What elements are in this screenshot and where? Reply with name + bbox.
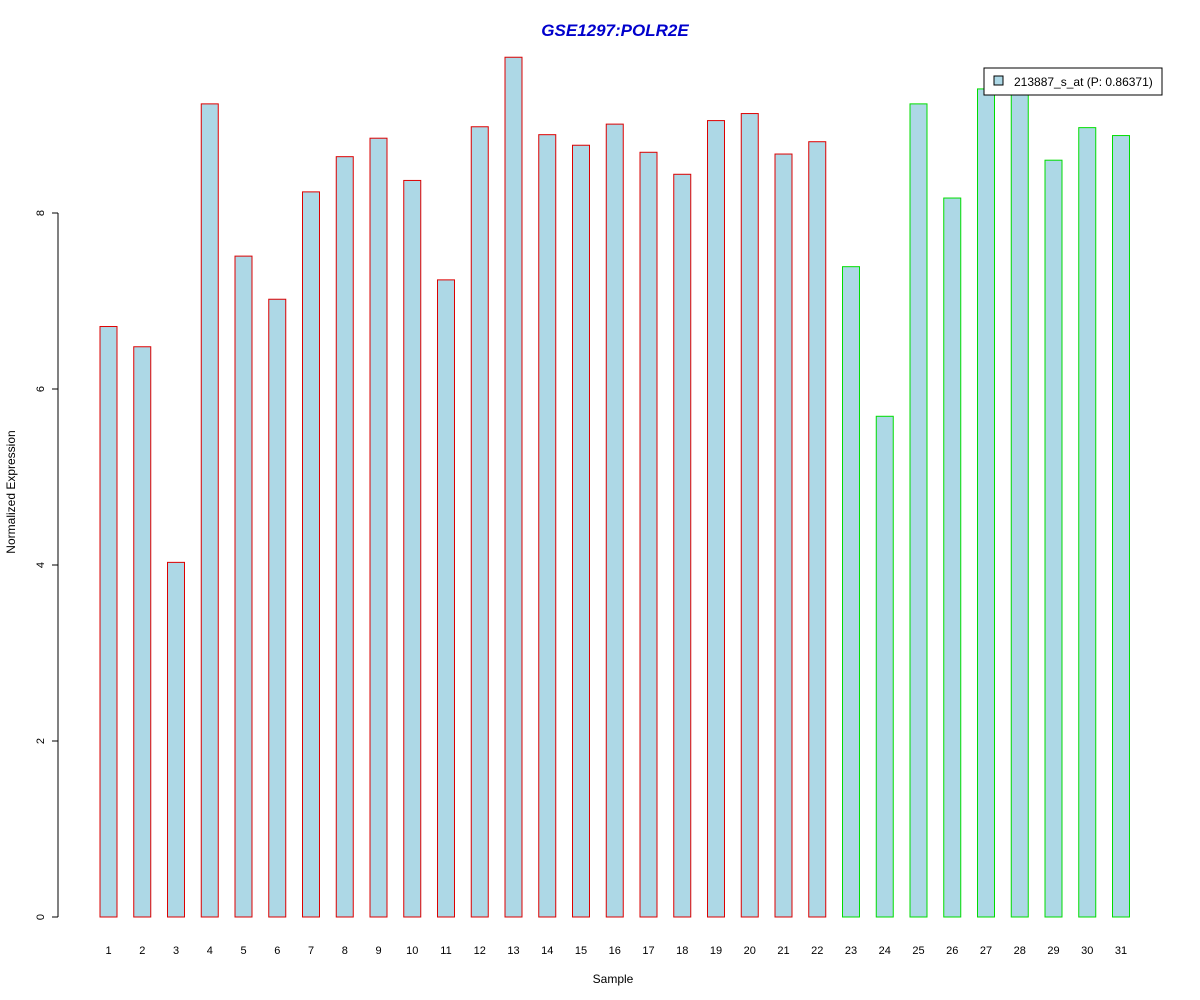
bar-sample-30 [1078,127,1097,918]
bar-sample-18 [673,173,692,918]
x-tick-label: 28 [1014,945,1026,957]
x-tick-label: 26 [946,945,958,957]
bar-sample-26 [943,197,962,918]
legend-box [983,67,1163,96]
x-tick-label: 16 [609,945,621,957]
x-tick-label: 24 [879,945,891,957]
bar-sample-22 [808,141,827,918]
x-tick-label: 29 [1047,945,1059,957]
bar-sample-16 [605,123,624,918]
x-tick-label: 20 [744,945,756,957]
legend-label: 213887_s_at (P: 0.86371) [1014,75,1153,89]
y-axis-label: Normalized Expression [4,430,18,553]
y-tick-label: 6 [35,386,47,392]
bar-sample-20 [740,113,759,918]
y-tick-label: 0 [35,914,47,920]
x-tick-label: 21 [777,945,789,957]
x-tick-label: 5 [240,945,246,957]
bar-sample-14 [538,134,557,918]
bar-sample-31 [1112,135,1130,918]
x-tick-label: 11 [440,945,451,957]
x-tick-label: 3 [173,945,179,957]
x-tick-label: 30 [1081,945,1093,957]
x-tick-label: 23 [845,945,857,957]
bar-sample-11 [437,279,455,918]
legend: 213887_s_at (P: 0.86371) [983,67,1163,96]
x-tick-label: 12 [474,945,486,957]
bar-sample-8 [335,156,354,918]
chart-title: GSE1297:POLR2E [541,21,689,40]
bar-sample-4 [200,103,219,918]
x-tick-label: 8 [342,945,348,957]
bar-sample-27 [977,88,995,918]
bar-sample-5 [234,255,253,918]
bar-sample-9 [369,137,388,918]
bar-sample-25 [909,103,928,918]
x-tick-label: 25 [912,945,924,957]
bar-sample-17 [639,151,658,918]
x-tick-label: 14 [541,945,553,957]
y-tick-label: 2 [35,738,47,744]
bars-group [99,56,1130,918]
bar-sample-21 [774,153,793,918]
x-tick-label: 13 [507,945,519,957]
bar-sample-10 [403,179,422,918]
x-tick-label: 1 [105,945,111,957]
bar-sample-6 [268,298,287,918]
bar-sample-23 [842,266,860,918]
legend-swatch [993,75,1004,86]
x-tick-label: 18 [676,945,688,957]
x-tick-label: 10 [406,945,418,957]
y-tick-label: 8 [35,210,47,216]
x-tick-label: 17 [642,945,654,957]
y-tick-label: 4 [35,562,47,568]
bar-sample-3 [167,561,185,918]
bar-sample-2 [133,346,152,918]
x-tick-label: 31 [1115,945,1127,957]
bar-sample-19 [707,120,725,918]
x-tick-label: 27 [980,945,992,957]
bar-sample-29 [1044,159,1063,918]
x-tick-label: 7 [308,945,314,957]
x-tick-label: 6 [274,945,280,957]
bar-sample-28 [1010,91,1029,918]
bar-sample-7 [302,191,320,918]
x-tick-label: 9 [375,945,381,957]
x-tick-label: 15 [575,945,587,957]
x-tick-label: 4 [207,945,213,957]
x-tick-label: 2 [139,945,145,957]
bar-sample-12 [470,126,489,918]
bar-sample-13 [504,56,523,918]
bar-sample-24 [875,415,894,918]
x-tick-labels: 1 2 3 4 5 6 7 8 9 10 11 12 13 14 15 16 17 18 19 20 21 22 23 24 2… [105,945,1127,957]
bar-sample-1 [99,326,118,918]
x-tick-label: 22 [811,945,823,957]
bar-sample-15 [572,144,590,918]
x-axis-label: Sample [593,972,634,986]
x-tick-label: 19 [710,945,722,957]
y-axis: 0 2 4 6 8 [35,210,59,920]
